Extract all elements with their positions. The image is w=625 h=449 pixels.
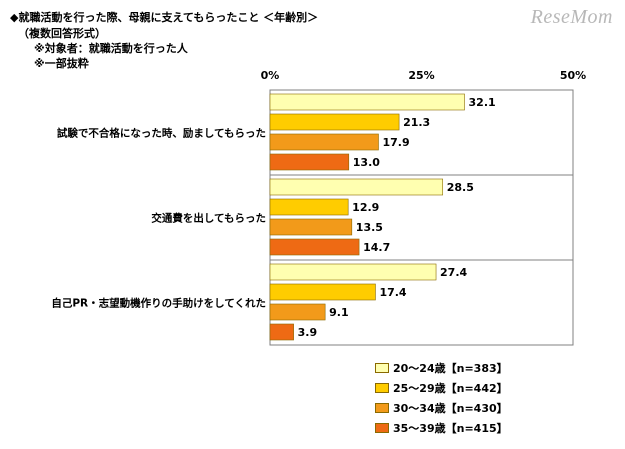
legend-item: 25～29歳【n=442】 (375, 381, 508, 395)
bar (269, 133, 379, 151)
legend-label: 35～39歳【n=415】 (393, 422, 508, 435)
data-label: 28.5 (447, 181, 474, 194)
note-excerpt: ※一部抜粋 (34, 57, 89, 70)
category-label: 交通費を出してもらった (151, 212, 266, 225)
bar (269, 218, 353, 236)
bar (269, 263, 437, 281)
legend-label: 30～34歳【n=430】 (393, 402, 508, 415)
bar (269, 303, 326, 321)
x-tick-label: 50% (560, 69, 586, 82)
watermark-logo: ReseMom (530, 6, 613, 28)
legend-item: 20～24歳【n=383】 (375, 361, 508, 375)
data-label: 13.5 (356, 221, 383, 234)
data-label: 14.7 (363, 241, 390, 254)
bar (269, 113, 400, 131)
data-label: 3.9 (298, 326, 318, 339)
plot-frame (269, 89, 574, 346)
chart-title: ◆就職活動を行った際、母親に支えてもらったこと ＜年齢別＞ (10, 11, 319, 24)
bar (269, 283, 376, 301)
data-label: 21.3 (403, 116, 430, 129)
bar (269, 198, 349, 216)
data-label: 9.1 (329, 306, 349, 319)
legend-label: 20～24歳【n=383】 (393, 362, 508, 375)
data-label: 32.1 (469, 96, 496, 109)
legend-item: 35～39歳【n=415】 (375, 421, 508, 435)
x-tick-label: 0% (261, 69, 280, 82)
data-label: 17.9 (382, 136, 409, 149)
category-label: 自己PR・志望動機作りの手助けをしてくれた (51, 297, 266, 310)
data-label: 17.4 (379, 286, 406, 299)
legend-swatch (375, 383, 389, 393)
legend-item: 30～34歳【n=430】 (375, 401, 508, 415)
legend-swatch (375, 363, 389, 373)
note-format: （複数回答形式） (18, 27, 106, 40)
legend-swatch (375, 423, 389, 433)
bar (269, 238, 360, 256)
data-label: 27.4 (440, 266, 467, 279)
x-tick-label: 25% (408, 69, 434, 82)
bar (269, 93, 465, 111)
bar (269, 178, 444, 196)
bar (269, 153, 350, 171)
legend-label: 25～29歳【n=442】 (393, 382, 508, 395)
category-label: 試験で不合格になった時、励ましてもらった (57, 127, 266, 140)
legend-swatch (375, 403, 389, 413)
note-target: ※対象者：就職活動を行った人 (34, 42, 188, 55)
data-label: 12.9 (352, 201, 379, 214)
bar (269, 323, 294, 341)
data-label: 13.0 (353, 156, 380, 169)
